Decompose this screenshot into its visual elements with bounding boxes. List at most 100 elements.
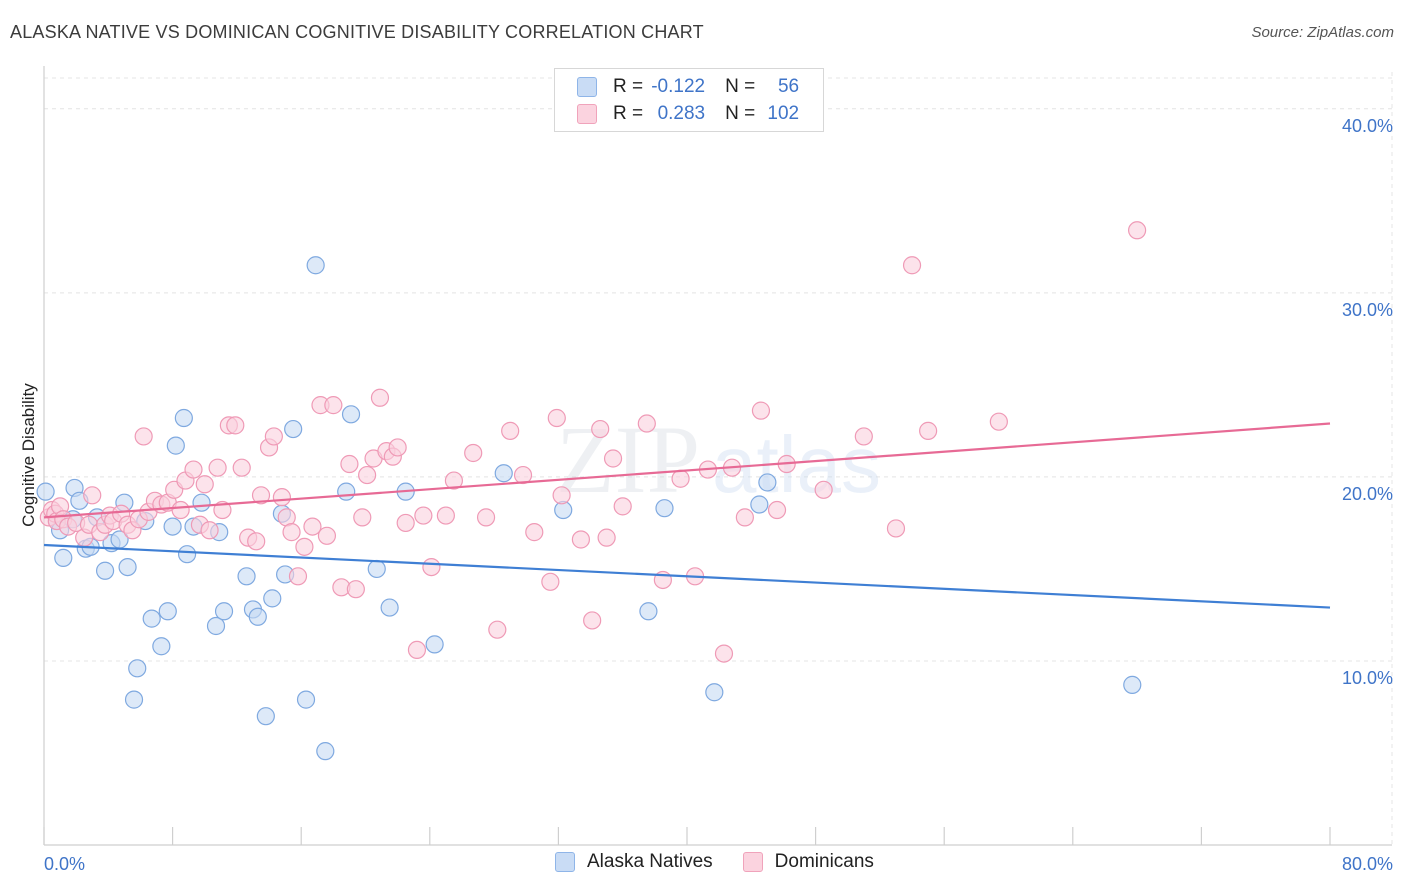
alaska-native-point: [380, 598, 399, 617]
legend-label: Dominicans: [774, 851, 874, 872]
alaska-native-point: [206, 616, 226, 636]
legend-r-value: 0.283: [657, 103, 706, 124]
legend-swatch-pink: [742, 852, 763, 872]
alaska-native-point: [214, 602, 234, 621]
trend-lines: [43, 422, 1331, 609]
dominican-point: [751, 401, 771, 420]
dominican-point: [247, 532, 266, 551]
alaska-native-point: [316, 742, 335, 761]
legend-n-label: N =: [725, 103, 756, 124]
legend-r-value: -0.122: [651, 76, 706, 97]
legend-swatch-blue: [555, 852, 575, 872]
gridlines: [44, 72, 1393, 845]
dominican-point: [637, 414, 656, 433]
dominican-point: [353, 508, 372, 527]
alaska-native-point: [158, 602, 177, 621]
dominican-point: [613, 497, 632, 516]
alaska-native-point: [296, 690, 316, 709]
dominican-point: [886, 519, 906, 538]
alaska-native-point: [36, 482, 55, 501]
dominican-point: [552, 486, 571, 505]
dominican-point: [444, 471, 464, 490]
dominican-point: [295, 537, 314, 556]
dominican-point: [346, 580, 365, 599]
alaska-native-point: [758, 473, 777, 492]
y-axis-title: Cognitive Disability: [19, 383, 38, 527]
dominican-point: [735, 508, 754, 527]
tick-labels: 10.0% 20.0% 30.0% 40.0% 0.0% 80.0%: [44, 116, 1393, 874]
x-tick-label: 80.0%: [1342, 854, 1393, 874]
dominican-point: [324, 396, 343, 415]
watermark-zip: ZIP: [556, 406, 700, 513]
dominican-point: [436, 506, 455, 525]
alaska-native-point: [174, 408, 193, 428]
alaska-native-point: [705, 683, 724, 702]
dominican-point: [264, 427, 283, 446]
alaska-native-point: [152, 637, 171, 656]
alaska-native-point: [306, 256, 325, 275]
alaska-native-point: [263, 589, 282, 608]
alaska-native-point: [128, 659, 147, 678]
dominican-point: [195, 475, 214, 494]
y-tick-label: 20.0%: [1342, 484, 1393, 504]
dominican-point: [422, 557, 441, 577]
dominican-point: [464, 443, 483, 463]
alaska-native-point: [192, 493, 211, 512]
legend-r-label: R =: [613, 76, 644, 97]
dominican-point: [388, 438, 407, 457]
dominican-point: [767, 500, 787, 520]
dominican-point: [83, 486, 102, 505]
y-tick-label: 30.0%: [1342, 300, 1393, 320]
dominican-point: [282, 523, 301, 542]
alaska-native-point: [166, 436, 185, 455]
dominican-point: [583, 611, 602, 630]
legend-r-label: R =: [613, 103, 644, 124]
dominican-point: [200, 521, 219, 540]
legend-item-alaska-natives[interactable]: Alaska Natives: [555, 851, 713, 873]
dominican-point: [902, 256, 922, 275]
dominican-point: [251, 486, 271, 505]
y-tick-label: 10.0%: [1342, 668, 1393, 688]
dominican-point: [208, 458, 227, 477]
dominican-point: [525, 523, 544, 542]
alaska-native-point: [341, 405, 361, 424]
dominican-point: [714, 644, 734, 663]
alaska-native-point: [54, 548, 73, 567]
dominican-point: [340, 454, 359, 474]
trend-line-alaska-natives: [43, 543, 1331, 609]
alaska-native-point: [337, 482, 356, 501]
alaska-native-point: [425, 635, 444, 654]
dominican-point: [671, 469, 690, 488]
dominican-point: [591, 419, 610, 439]
dominican-point: [854, 427, 873, 446]
dominican-point: [547, 408, 566, 428]
legend-n-value: 102: [767, 103, 800, 124]
dominican-point: [317, 526, 337, 545]
legend-item-dominicans[interactable]: Dominicans: [742, 851, 874, 873]
alaska-native-point: [1123, 675, 1142, 694]
alaska-native-point: [237, 567, 256, 586]
series-legend: Alaska Natives Dominicans: [555, 851, 904, 873]
dominican-point: [476, 508, 496, 527]
alaska-native-point: [655, 499, 674, 518]
alaska-native-point: [750, 495, 769, 514]
alaska-native-point: [284, 419, 303, 439]
source-label: Source: ZipAtlas.com: [1251, 24, 1394, 41]
dominican-point: [597, 528, 616, 547]
y-tick-label: 40.0%: [1342, 116, 1393, 136]
axes: [43, 66, 1392, 846]
legend-swatch-pink: [577, 104, 597, 124]
alaska-native-point: [124, 690, 144, 709]
dominican-point: [226, 416, 245, 435]
dominican-point: [134, 427, 153, 446]
alaska-native-point: [118, 557, 137, 577]
dominican-point: [288, 567, 308, 586]
dominican-point: [603, 449, 623, 468]
alaska-native-point: [142, 609, 161, 628]
alaska-native-point: [95, 561, 115, 580]
dominican-point: [541, 572, 560, 591]
alaska-native-point: [256, 707, 275, 726]
dominican-point: [232, 458, 251, 477]
chart-title: ALASKA NATIVE VS DOMINICAN COGNITIVE DIS…: [10, 22, 704, 42]
